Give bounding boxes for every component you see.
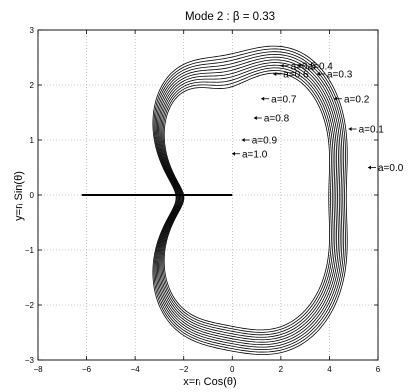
annotation-label: a=0.8 bbox=[264, 114, 290, 125]
annotation-arrow-head bbox=[334, 96, 337, 101]
x-tick-label: −8 bbox=[33, 365, 43, 374]
annotation-label: a=0.2 bbox=[344, 94, 370, 105]
annotation-arrow-head bbox=[280, 63, 284, 68]
curve-a-0-5 bbox=[158, 59, 339, 343]
x-tick-label: 4 bbox=[327, 365, 332, 374]
x-tick-label: −2 bbox=[179, 365, 189, 374]
curve-a-0-8 bbox=[161, 67, 334, 336]
curve-a-0-9 bbox=[162, 70, 332, 333]
annotation-label: a=0.1 bbox=[359, 125, 385, 136]
curve-a-0-2 bbox=[154, 51, 345, 351]
annotation-label: a=0.0 bbox=[378, 163, 404, 174]
annotation-arrow-head bbox=[261, 96, 265, 101]
y-tick-label: 1 bbox=[30, 136, 35, 145]
y-tick-label: −2 bbox=[25, 301, 35, 310]
curve-a-0-7 bbox=[160, 64, 336, 338]
curve-a-1-0 bbox=[163, 72, 330, 331]
annotation-label: a=0.5 bbox=[291, 61, 317, 72]
curve-a-0-4 bbox=[157, 56, 341, 346]
annotation-label: a=0.3 bbox=[327, 70, 353, 81]
y-tick-label: 0 bbox=[30, 191, 35, 200]
annotation-arrow-head bbox=[232, 151, 235, 156]
y-axis-label: y=rᵢ Sin(θ) bbox=[13, 171, 25, 221]
curves bbox=[152, 45, 348, 355]
annotation-arrow-head bbox=[317, 72, 320, 76]
ticks: −8 −6 −4 −2 0 2 4 6 −3 −2 −1 0 1 2 3 bbox=[25, 26, 381, 374]
annotation-arrow-head bbox=[273, 72, 277, 76]
x-tick-label: 0 bbox=[230, 365, 235, 374]
y-tick-label: −1 bbox=[25, 246, 35, 255]
annotation-arrow-head bbox=[368, 165, 371, 170]
annotation-label: a=0.9 bbox=[252, 136, 278, 147]
annotation-arrow-head bbox=[253, 116, 257, 120]
x-tick-label: −4 bbox=[131, 365, 141, 374]
annotations: a=0.4a=0.5a=0.6 a=0.3 a=0.2 a=0.7 a=0.8 a=0.1… bbox=[232, 61, 404, 174]
y-tick-label: −3 bbox=[25, 356, 35, 365]
annotation-label: a=0.7 bbox=[271, 94, 297, 105]
chart-title: Mode 2 : β = 0.33 bbox=[185, 11, 275, 23]
x-tick-label: −6 bbox=[82, 365, 92, 374]
y-tick-label: 2 bbox=[30, 81, 35, 90]
curve-a-0-0 bbox=[152, 45, 348, 355]
annotation-arrow-head bbox=[297, 63, 301, 68]
annotation-label: a=1.0 bbox=[242, 149, 268, 160]
x-tick-label: 6 bbox=[376, 365, 381, 374]
annotation-label: a=0.4 bbox=[308, 61, 334, 72]
y-tick-label: 3 bbox=[30, 26, 35, 35]
curve-a-0-3 bbox=[155, 54, 343, 348]
annotation-label: a=0.6 bbox=[283, 70, 309, 81]
curve-a-0-6 bbox=[159, 62, 338, 341]
curve-a-0-1 bbox=[153, 48, 346, 353]
annotation-arrow-head bbox=[241, 138, 245, 142]
annotation-arrow-head bbox=[348, 127, 352, 131]
x-axis-label: x=rᵢ Cos(θ) bbox=[183, 376, 236, 388]
x-tick-label: 2 bbox=[279, 365, 284, 374]
